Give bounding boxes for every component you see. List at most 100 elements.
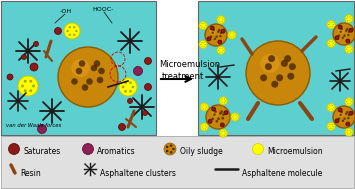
Circle shape <box>69 26 71 28</box>
Text: HOOC-: HOOC- <box>92 7 113 12</box>
Circle shape <box>235 115 237 116</box>
Circle shape <box>71 59 89 77</box>
Circle shape <box>212 107 216 111</box>
Circle shape <box>218 29 220 31</box>
Circle shape <box>71 78 78 85</box>
Circle shape <box>347 117 350 119</box>
Text: Saturates: Saturates <box>23 147 60 156</box>
Circle shape <box>219 35 222 37</box>
Circle shape <box>230 33 231 34</box>
Circle shape <box>348 114 350 116</box>
Circle shape <box>349 16 351 17</box>
Circle shape <box>349 50 351 52</box>
Circle shape <box>329 124 331 125</box>
Circle shape <box>224 102 225 103</box>
Circle shape <box>170 144 173 147</box>
Circle shape <box>29 89 32 92</box>
Circle shape <box>129 81 132 84</box>
Circle shape <box>205 125 206 126</box>
Circle shape <box>222 52 223 53</box>
Circle shape <box>225 100 226 101</box>
Circle shape <box>82 143 93 154</box>
Circle shape <box>142 111 147 115</box>
Circle shape <box>129 90 132 93</box>
Circle shape <box>73 34 75 36</box>
Circle shape <box>346 18 347 19</box>
Circle shape <box>235 118 237 119</box>
Circle shape <box>233 36 234 37</box>
Circle shape <box>349 103 351 104</box>
Circle shape <box>349 130 351 131</box>
Text: treatment: treatment <box>162 72 204 81</box>
Circle shape <box>212 32 214 34</box>
Circle shape <box>224 98 225 100</box>
FancyBboxPatch shape <box>1 1 156 135</box>
Circle shape <box>222 98 223 100</box>
Circle shape <box>346 111 349 113</box>
Circle shape <box>342 120 344 122</box>
Circle shape <box>204 44 206 45</box>
Circle shape <box>346 28 349 30</box>
Circle shape <box>328 126 329 127</box>
Circle shape <box>223 19 224 20</box>
Circle shape <box>200 25 201 26</box>
Circle shape <box>7 74 13 80</box>
FancyBboxPatch shape <box>1 136 354 188</box>
Circle shape <box>219 112 222 115</box>
Circle shape <box>332 128 333 129</box>
Circle shape <box>349 28 353 32</box>
Circle shape <box>29 80 32 83</box>
Circle shape <box>219 48 220 49</box>
Circle shape <box>327 122 335 130</box>
Circle shape <box>234 34 235 36</box>
Circle shape <box>220 100 222 101</box>
Circle shape <box>232 116 233 118</box>
Circle shape <box>207 37 211 41</box>
Circle shape <box>222 17 223 19</box>
Circle shape <box>349 111 353 115</box>
Circle shape <box>217 118 220 120</box>
Circle shape <box>333 23 355 45</box>
Circle shape <box>332 45 333 46</box>
Circle shape <box>66 30 69 32</box>
Circle shape <box>328 107 329 108</box>
Circle shape <box>213 29 215 31</box>
Circle shape <box>218 50 219 51</box>
Circle shape <box>332 41 333 42</box>
Circle shape <box>347 20 349 21</box>
Circle shape <box>166 150 169 152</box>
Circle shape <box>203 46 205 47</box>
Circle shape <box>347 99 349 101</box>
Circle shape <box>345 128 353 136</box>
Circle shape <box>230 36 231 37</box>
Circle shape <box>329 22 331 23</box>
Circle shape <box>98 68 105 74</box>
Circle shape <box>260 74 267 81</box>
Circle shape <box>347 103 349 104</box>
Circle shape <box>340 28 343 30</box>
Circle shape <box>204 25 206 26</box>
Circle shape <box>349 99 351 101</box>
Text: -OH: -OH <box>60 9 72 14</box>
Circle shape <box>200 44 201 45</box>
Circle shape <box>215 36 218 38</box>
Circle shape <box>205 24 227 46</box>
Circle shape <box>333 126 334 127</box>
Circle shape <box>329 128 331 129</box>
Circle shape <box>233 115 235 116</box>
Circle shape <box>347 34 350 36</box>
Circle shape <box>166 146 169 148</box>
Circle shape <box>55 28 61 35</box>
Circle shape <box>327 39 335 47</box>
Circle shape <box>338 27 345 34</box>
Circle shape <box>219 52 220 53</box>
Text: Microemulsion: Microemulsion <box>159 60 220 69</box>
Circle shape <box>335 36 339 40</box>
Circle shape <box>338 110 345 117</box>
Circle shape <box>332 22 333 23</box>
Text: Microemulsion: Microemulsion <box>267 147 323 156</box>
Circle shape <box>79 60 85 67</box>
Circle shape <box>119 123 126 130</box>
Circle shape <box>213 113 216 116</box>
Circle shape <box>345 98 353 106</box>
